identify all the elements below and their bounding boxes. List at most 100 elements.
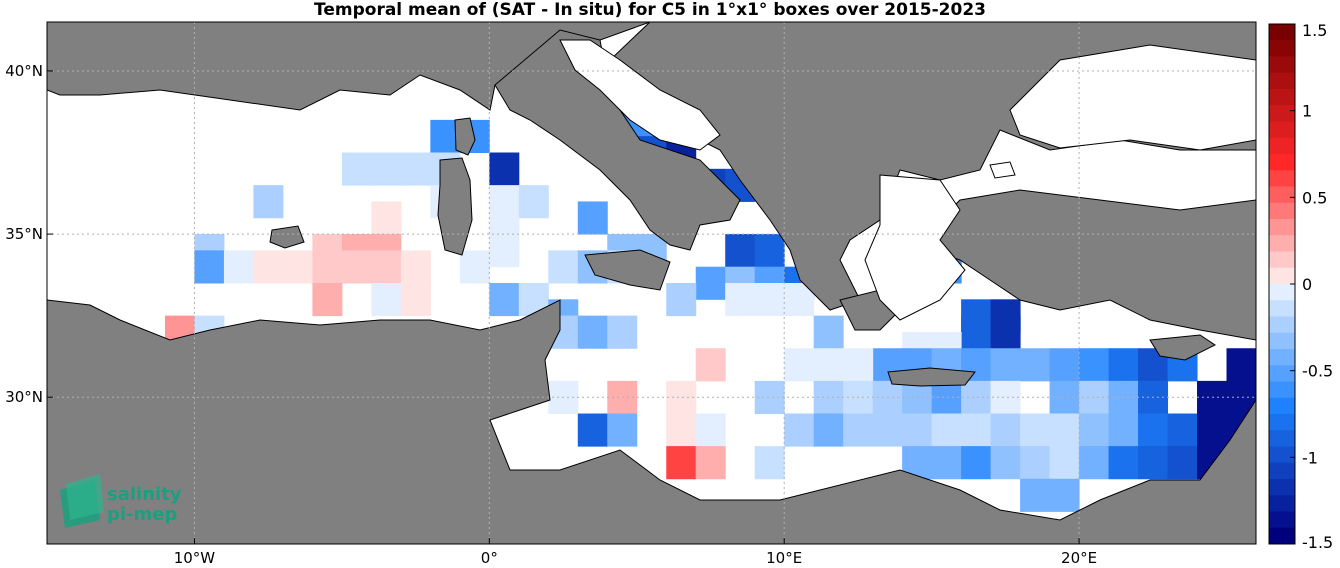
heatmap-cell [666, 446, 697, 480]
heatmap-cell [577, 201, 608, 235]
colorbar-segment [1269, 446, 1295, 464]
heatmap-cell [754, 446, 785, 480]
y-tick-label: 35°N [5, 225, 43, 243]
colorbar-segment [1269, 40, 1295, 57]
colorbar-tick-label: -1 [1302, 448, 1318, 467]
heatmap-cell [312, 283, 343, 317]
heatmap-cell [990, 315, 1021, 349]
colorbar-segment [1269, 72, 1295, 90]
colorbar: 1.5 1 0.5 0 -0.5 -1 -1.5 [1268, 21, 1333, 552]
heatmap-cell [518, 185, 549, 219]
heatmap-cell [695, 413, 726, 447]
colorbar-segment [1269, 284, 1295, 301]
colorbar-tick-label: 1.5 [1302, 21, 1327, 40]
heatmap-cell [754, 380, 785, 414]
heatmap-cell [754, 234, 785, 268]
heatmap-cell [253, 250, 284, 284]
graticule [47, 22, 1256, 544]
marmara-sea [989, 161, 1016, 179]
colorbar-segment [1269, 89, 1295, 106]
heatmap-cell [695, 446, 726, 480]
heatmap-cell [489, 185, 520, 219]
heatmap-cell [1079, 413, 1110, 447]
colorbar-segment [1269, 121, 1295, 139]
colorbar-segment [1269, 56, 1295, 74]
heatmap-cell [931, 380, 962, 414]
colorbar-segment [1269, 154, 1295, 171]
colorbar-segment [1269, 267, 1295, 285]
colorbar-segment [1269, 316, 1295, 334]
heatmap-cell [1108, 413, 1139, 447]
heatmap-cell [577, 413, 608, 447]
black-sea [1009, 44, 1256, 151]
colorbar-segment [1269, 414, 1295, 431]
x-tick-label: 0° [481, 549, 498, 567]
heatmap-cell [813, 315, 844, 349]
heatmap-cell [725, 283, 756, 317]
colorbar-tick-label: 1 [1302, 102, 1312, 121]
land-crete [887, 367, 976, 387]
heatmap-cell [1049, 478, 1080, 512]
colorbar-segment [1269, 479, 1295, 496]
heatmap-cell [282, 250, 313, 284]
heatmap-cell [695, 266, 726, 300]
colorbar-segment [1269, 332, 1295, 350]
heatmap-cell [1167, 446, 1198, 480]
heatmap-cell [607, 413, 638, 447]
land-mallorca [269, 225, 305, 249]
logo-line-2: pi-mep [107, 504, 177, 525]
heatmap-cell [990, 380, 1021, 414]
heatmap-cell [1226, 348, 1256, 382]
heatmap-cell [607, 315, 638, 349]
x-axis-ticks: 10°W 0° 10°E 20°E [174, 538, 1097, 567]
heatmap-cell [1138, 446, 1169, 480]
heatmap-cell [1020, 446, 1051, 480]
colorbar-segment [1269, 527, 1295, 545]
heatmap-cell [1079, 380, 1110, 414]
adriatic-sea [559, 39, 721, 151]
heatmap-cell [902, 413, 933, 447]
heatmap-cell [194, 250, 225, 284]
colorbar-segment [1269, 105, 1295, 122]
heatmap-cell [843, 413, 874, 447]
heatmap-cell [666, 380, 697, 414]
heatmap-cell [961, 380, 992, 414]
heatmap-cell [1138, 413, 1169, 447]
heatmap-cell [754, 283, 785, 317]
heatmap-cell [813, 413, 844, 447]
land-corsica [454, 117, 476, 156]
colorbar-segment [1269, 235, 1295, 252]
heatmap-cell [843, 348, 874, 382]
heatmap-cell [400, 152, 431, 186]
colorbar-segment [1269, 219, 1295, 236]
heatmap-cell [489, 234, 520, 268]
land-north-africa [47, 299, 1256, 544]
colorbar-segment [1269, 365, 1295, 382]
heatmap-cell [371, 250, 402, 284]
colorbar-segment [1269, 462, 1295, 480]
colorbar-segment [1269, 430, 1295, 447]
heatmap-cell [725, 234, 756, 268]
colorbar-tick-label: 0 [1302, 275, 1312, 294]
heatmap-cell [666, 413, 697, 447]
heatmap-cell [666, 283, 697, 317]
colorbar-segment [1269, 397, 1295, 415]
heatmap-cell [371, 283, 402, 317]
heatmap-cell [961, 446, 992, 480]
colorbar-segment [1269, 24, 1295, 41]
heatmap-cell [577, 315, 608, 349]
heatmap-cell [400, 283, 431, 317]
aegean-sea [864, 174, 966, 321]
heatmap-cell [1020, 348, 1051, 382]
heatmap-cell [371, 152, 402, 186]
heatmap-cell [489, 152, 520, 186]
heatmap-cell [1049, 413, 1080, 447]
heatmap-cell [341, 152, 372, 186]
x-tick-label: 20°E [1061, 549, 1097, 567]
heatmap-cell [548, 250, 579, 284]
land-sicily [584, 249, 671, 291]
heatmap-cell [872, 413, 903, 447]
colorbar-segment [1269, 186, 1295, 204]
heatmap-cell [341, 250, 372, 284]
